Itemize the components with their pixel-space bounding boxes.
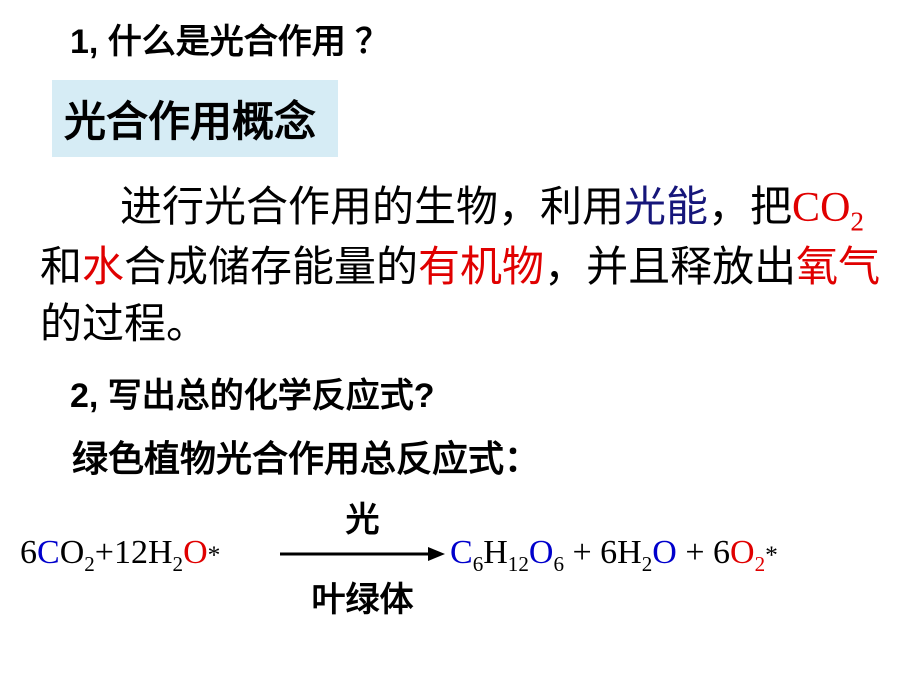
concept-heading: 光合作用概念 <box>52 80 338 157</box>
term-light-energy: 光能 <box>624 185 708 231</box>
rhs-ob: O <box>652 534 677 571</box>
lhs-o2: O <box>183 534 208 571</box>
lhs-c: C <box>37 534 60 571</box>
co2-sub: 2 <box>850 206 864 236</box>
lhs-sub2: 2 <box>173 552 184 576</box>
rhs-sub12: 12 <box>508 552 529 576</box>
question-2: 2, 写出总的化学反应式? <box>70 368 435 417</box>
rhs-c: C <box>450 534 473 571</box>
rhs-star: * <box>765 540 778 569</box>
rhs-plus2: + 6 <box>677 534 730 571</box>
lhs-coef: 6 <box>20 534 37 571</box>
lhs-o1: O <box>60 534 85 571</box>
rhs-sub6b: 6 <box>553 552 564 576</box>
arrow-icon <box>280 544 445 564</box>
lhs-star: * <box>208 540 221 569</box>
rhs-oc: O <box>730 534 755 571</box>
co2-o: O <box>820 185 850 231</box>
rhs-h2: H <box>617 534 642 571</box>
rhs-plus1: + 6 <box>564 534 617 571</box>
co2-c: C <box>792 185 820 231</box>
para-seg6: 的过程。 <box>40 302 208 348</box>
para-seg5: ，并且释放出 <box>544 245 796 291</box>
term-oxygen: 氧气 <box>796 245 880 291</box>
question-1: 1, 什么是光合作用 ？ <box>70 14 389 63</box>
equation-title: 绿色植物光合作用总反应式： <box>72 430 540 482</box>
arrow-label-light: 光 <box>280 492 445 541</box>
para-seg3: 和 <box>40 245 82 291</box>
term-water: 水 <box>82 245 124 291</box>
rhs-sub2c: 2 <box>755 552 766 576</box>
lhs-plus: +12 <box>95 534 148 571</box>
lhs-sub1: 2 <box>84 552 95 576</box>
definition-paragraph: 进行光合作用的生物，利用光能，把CO2 和水合成储存能量的有机物，并且释放出氧气的… <box>40 180 890 354</box>
arrow-label-chloroplast: 叶绿体 <box>280 572 445 621</box>
term-organic: 有机物 <box>418 245 544 291</box>
para-seg1: 进行光合作用的生物，利用 <box>120 185 624 231</box>
equation-rhs: C6H12O6 + 6H2O + 6O2* <box>450 534 778 577</box>
rhs-h: H <box>483 534 508 571</box>
lhs-h: H <box>148 534 173 571</box>
rhs-sub6a: 6 <box>473 552 484 576</box>
equation-lhs: 6CO2+12H2O* <box>20 534 220 577</box>
chemical-equation: 6CO2+12H2O* 光 叶绿体 C6H12O6 + 6H2O + 6O2* <box>20 480 910 620</box>
rhs-oa: O <box>529 534 554 571</box>
reaction-arrow: 光 叶绿体 <box>280 480 445 620</box>
rhs-sub2b: 2 <box>642 552 653 576</box>
para-seg4: 合成储存能量的 <box>124 245 418 291</box>
para-seg2: ，把 <box>708 185 792 231</box>
